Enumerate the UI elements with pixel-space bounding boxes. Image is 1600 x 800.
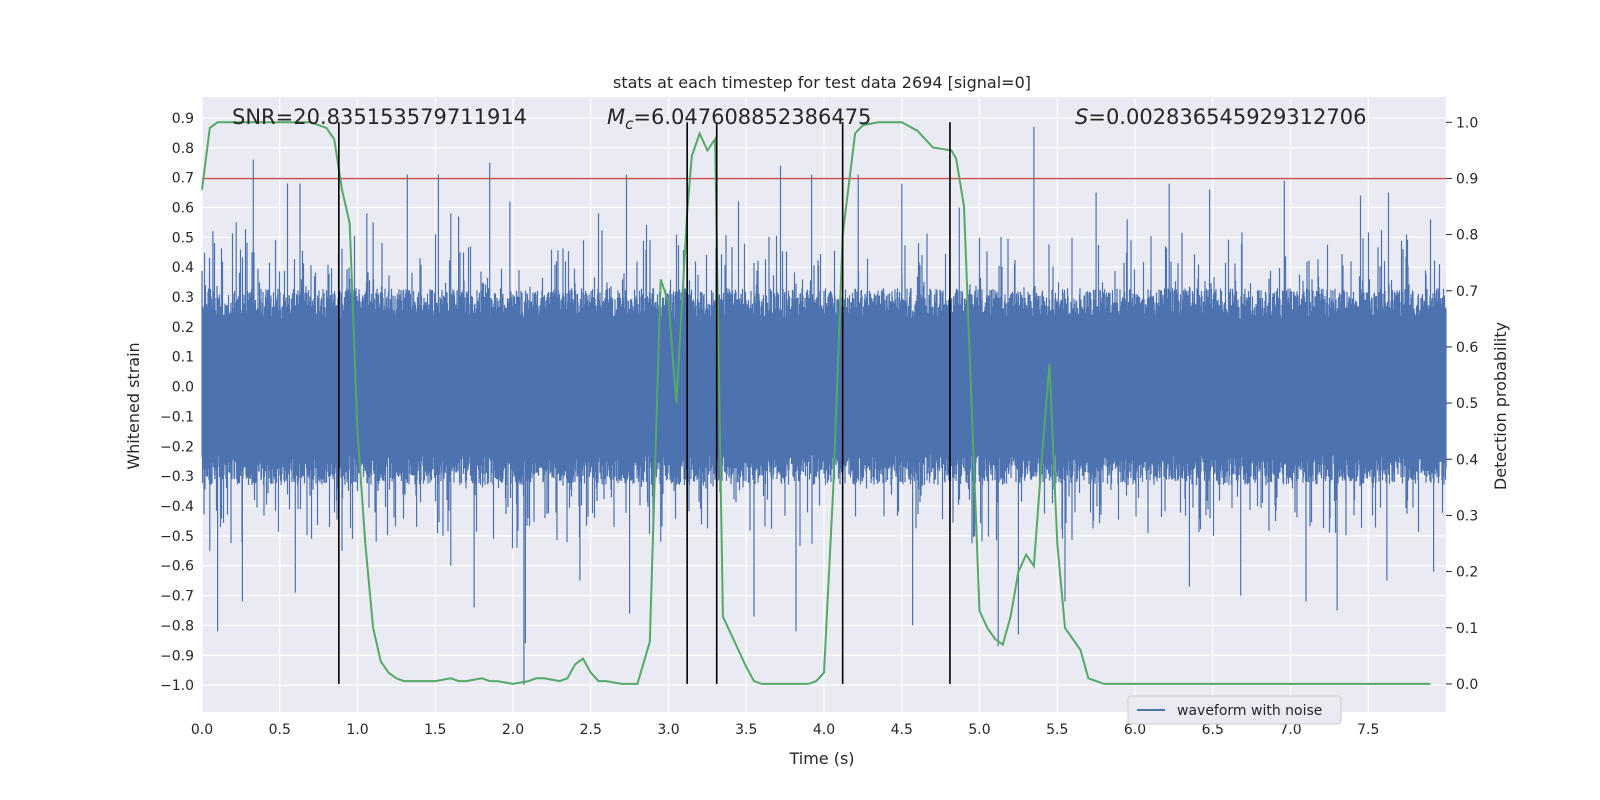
y2-tick-label: 0.3 [1456,508,1478,524]
x-tick-label: 1.0 [346,722,368,738]
x-tick-label: 5.0 [968,722,990,738]
x-tick-label: 6.0 [1124,722,1146,738]
vertical-markers [338,122,951,684]
y2-tick-label: 0.0 [1456,677,1478,693]
legend-box [1127,695,1342,725]
y-tick-label: −0.8 [160,618,194,634]
mc-value: =6.047608852386475 [633,105,871,129]
y-tick-label: 0.8 [172,141,194,157]
x-tick-label: 1.5 [424,722,446,738]
y2-tick-label: 0.1 [1456,621,1478,637]
s-annotation: S=0.002836545929312706 [1075,105,1366,129]
y2-tick-label: 0.4 [1456,452,1478,468]
y-tick-label: −0.7 [160,589,194,605]
y2-tick-label: 0.5 [1456,396,1478,412]
y2-tick-label: 0.7 [1456,284,1478,300]
y-tick-label: −1.0 [160,678,194,694]
x-axis-label: Time (s) [788,749,854,768]
y-tick-label: −0.1 [160,409,194,425]
y-axis-label: Whitened strain [124,342,143,469]
x-tick-label: 5.5 [1046,722,1068,738]
y-tick-label: −0.3 [160,469,194,485]
y-tick-label: −0.9 [160,648,194,664]
x-tick-label: 0.0 [191,722,213,738]
s-symbol: S [1075,105,1088,129]
mc-subscript: c [625,115,634,133]
y2-tick-label: 0.6 [1456,340,1478,356]
y-tick-label: −0.4 [160,499,194,515]
chirp-mass-annotation: Mc=6.047608852386475 [607,105,871,133]
mc-symbol: M [607,105,625,129]
y-tick-label: 0.9 [172,111,194,127]
y-tick-label: 0.7 [172,171,194,187]
x-tick-label: 7.0 [1279,722,1301,738]
y2-tick-label: 1.0 [1456,115,1478,131]
y2-axis-label: Detection probability [1491,322,1510,490]
x-tick-label: 4.0 [813,722,835,738]
y-tick-label: 0.6 [172,200,194,216]
x-tick-label: 0.5 [269,722,291,738]
chart-title: stats at each timestep for test data 269… [613,73,1031,92]
y-axis-ticks: 0.9 0.8 0.7 0.6 0.5 0.4 0.3 0.2 0.1 0.0 −0.1 −0.2 −0… [160,111,194,694]
legend: waveform with noise [1127,695,1342,725]
y-tick-label: 0.0 [172,380,194,396]
y-tick-label: 0.5 [172,230,194,246]
y-tick-label: 0.2 [172,320,194,336]
x-tick-label: 3.5 [735,722,757,738]
x-tick-label: 7.5 [1357,722,1379,738]
x-tick-label: 4.5 [891,722,913,738]
s-value: =0.002836545929312706 [1088,105,1366,129]
y2-tick-label: 0.2 [1456,565,1478,581]
x-tick-label: 2.5 [580,722,602,738]
detection-probability-line [201,121,1431,685]
y2-tick-label: 0.9 [1456,171,1478,187]
x-axis-ticks: 0.0 0.5 1.0 1.5 2.0 2.5 3.0 3.5 4.0 4.5 5.0 5.5 6.0 6… [191,722,1380,738]
y-tick-label: 0.3 [172,290,194,306]
legend-label: waveform with noise [1177,703,1322,719]
x-tick-label: 3.0 [657,722,679,738]
snr-annotation: SNR=20.835153579711914 [232,105,527,129]
y-tick-label: 0.4 [172,260,194,276]
x-tick-label: 6.5 [1202,722,1224,738]
y-tick-label: 0.1 [172,350,194,366]
x-tick-label: 2.0 [502,722,524,738]
y-tick-label: −0.6 [160,559,194,575]
y-tick-label: −0.5 [160,529,194,545]
y-tick-label: −0.2 [160,439,194,455]
y2-axis-ticks: 1.0 0.9 0.8 0.7 0.6 0.5 0.4 0.3 0.2 0.1 0.0 [1446,115,1478,693]
y2-tick-label: 0.8 [1456,228,1478,244]
